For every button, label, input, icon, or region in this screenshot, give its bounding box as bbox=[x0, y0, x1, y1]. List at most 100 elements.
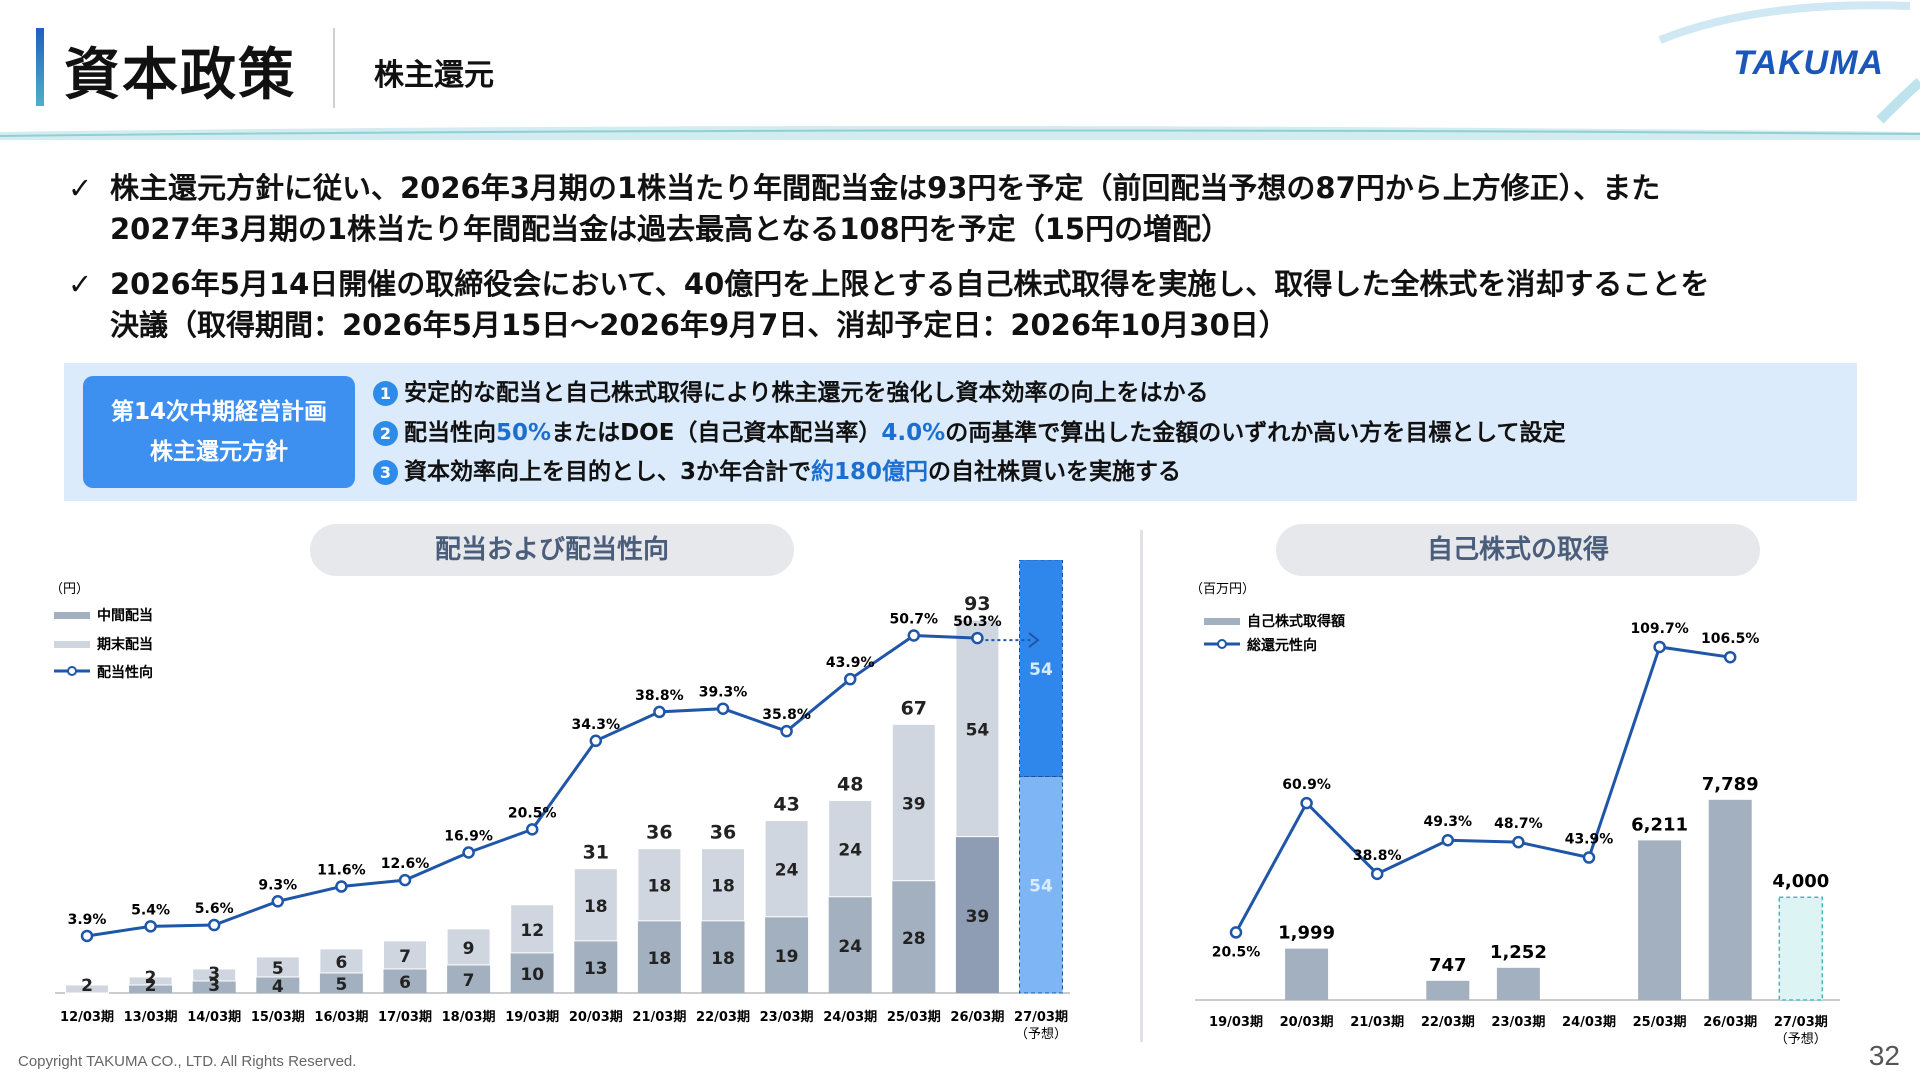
bar-yearend bbox=[828, 800, 873, 898]
policy-item-1: 1 安定的な配当と自己株式取得により株主還元を強化し資本効率の向上をはかる bbox=[373, 378, 1209, 408]
x-tick-label: 15/03期 bbox=[251, 1010, 305, 1025]
payout-ratio-point bbox=[335, 880, 348, 893]
total-return-ratio-point bbox=[1229, 926, 1243, 939]
data-label-yearend: 2 bbox=[145, 968, 157, 988]
x-tick-label: 21/03期 bbox=[632, 1010, 686, 1025]
payout-ratio-point bbox=[780, 724, 793, 738]
bullet-2: ✓ 2026年5月14日開催の取締役会において、40億円を上限とする自己株式取得… bbox=[68, 264, 1858, 346]
data-label-interim: 18 bbox=[711, 949, 735, 969]
arrow-right-icon bbox=[1028, 632, 1040, 648]
forecast-note: （予想） bbox=[1015, 1026, 1067, 1042]
payout-ratio-point bbox=[589, 734, 603, 748]
x-tick-label: 13/03期 bbox=[124, 1010, 178, 1025]
legend-label-payout: 配当性向 bbox=[97, 664, 153, 681]
payout-ratio-point bbox=[653, 705, 666, 719]
payout-ratio-label: 35.8% bbox=[762, 707, 811, 723]
total-return-ratio-point bbox=[1582, 851, 1596, 864]
legend-label-amount: 自己株式取得額 bbox=[1247, 613, 1345, 630]
unit-label: （円） bbox=[50, 582, 89, 597]
data-label-total: 48 bbox=[837, 774, 863, 796]
policy-item-3: 3 資本効率向上を目的とし、3か年合計で 約180億円 の自社株買いを実施する bbox=[373, 457, 1181, 487]
data-label-total: 36 bbox=[710, 822, 736, 844]
policy-panel bbox=[64, 363, 1857, 501]
payout-ratio-point bbox=[971, 631, 984, 645]
payout-ratio-label: 20.5% bbox=[508, 805, 557, 821]
x-tick-label: 26/03期 bbox=[1703, 1015, 1757, 1030]
data-label-interim: 4 bbox=[272, 977, 284, 997]
unit-label: （百万円） bbox=[1190, 582, 1255, 597]
bar-yearend bbox=[573, 868, 618, 942]
policy-item-2-text-a: 配当性向 bbox=[404, 420, 496, 446]
total-return-ratio-label: 60.9% bbox=[1282, 777, 1331, 793]
bar-interim bbox=[1019, 775, 1063, 994]
data-label-total: 36 bbox=[646, 822, 672, 844]
data-label-interim: 6 bbox=[399, 973, 411, 993]
total-return-ratio-label: 49.3% bbox=[1424, 814, 1473, 830]
legend-swatch-amount bbox=[1204, 618, 1240, 625]
payout-ratio-label: 39.3% bbox=[699, 685, 748, 701]
bar-interim bbox=[955, 836, 999, 993]
title-accent-bar bbox=[36, 28, 44, 106]
bar-buyback-amount bbox=[1285, 948, 1329, 1000]
data-label-amount: 747 bbox=[1429, 955, 1467, 976]
dividend-chart-title: 配当および配当性向 bbox=[310, 524, 794, 576]
total-return-ratio-label: 43.9% bbox=[1565, 832, 1614, 848]
bar-yearend bbox=[65, 984, 109, 994]
x-tick-label: 24/03期 bbox=[1562, 1015, 1616, 1030]
data-label-yearend: 18 bbox=[711, 877, 735, 897]
policy-item-2-text-b: またはDOE（自己資本配当率） bbox=[551, 420, 882, 446]
legend-swatch-yearend bbox=[54, 641, 90, 648]
bar-interim bbox=[192, 980, 236, 993]
data-label-interim: 3 bbox=[208, 976, 220, 996]
data-label-total: 93 bbox=[964, 593, 990, 615]
x-tick-label: 25/03期 bbox=[887, 1010, 941, 1025]
data-label-amount: 1,999 bbox=[1278, 923, 1335, 944]
x-tick-label: 12/03期 bbox=[60, 1010, 114, 1025]
bar-yearend bbox=[1019, 560, 1063, 777]
bullet-1: ✓ 株主還元方針に従い、2026年3月期の1株当たり年間配当金は93円を予定（前… bbox=[68, 168, 1858, 250]
total-return-ratio-point bbox=[1723, 650, 1737, 664]
bullet-1-line-2: 2027年3月期の1株当たり年間配当金は過去最高となる108円を予定（15円の増… bbox=[110, 212, 1231, 246]
bar-interim bbox=[828, 896, 872, 993]
policy-badge-line-1: 第14次中期経営計画 bbox=[110, 399, 327, 425]
total-return-ratio-point bbox=[1653, 640, 1666, 654]
data-label-yearend: 2 bbox=[81, 976, 93, 996]
policy-item-2-highlight-2: 4.0% bbox=[881, 420, 946, 446]
x-tick-label: 27/03期 bbox=[1014, 1010, 1068, 1025]
number-badge-icon: 1 bbox=[373, 380, 398, 406]
total-return-ratio-point bbox=[1300, 796, 1313, 810]
payout-ratio-label: 16.9% bbox=[444, 829, 493, 845]
payout-ratio-point bbox=[462, 846, 475, 859]
data-label-interim: 24 bbox=[838, 937, 862, 957]
data-label-yearend: 7 bbox=[399, 947, 411, 967]
policy-badge-line-2: 株主還元方針 bbox=[150, 439, 288, 465]
payout-ratio-label: 11.6% bbox=[317, 863, 366, 879]
bar-interim bbox=[701, 920, 745, 993]
data-label-interim: 13 bbox=[584, 959, 608, 979]
legend-label-interim: 中間配当 bbox=[97, 607, 153, 624]
data-label-amount: 4,000 bbox=[1772, 871, 1829, 892]
bar-interim bbox=[256, 976, 300, 993]
data-label-interim: 18 bbox=[648, 949, 672, 969]
x-tick-label: 24/03期 bbox=[823, 1010, 877, 1025]
x-tick-label: 14/03期 bbox=[187, 1010, 241, 1025]
data-label-yearend: 12 bbox=[520, 921, 544, 941]
x-tick-label: 25/03期 bbox=[1633, 1015, 1687, 1030]
legend-swatch-interim bbox=[54, 612, 90, 619]
data-label-interim: 7 bbox=[463, 971, 475, 991]
x-tick-label: 20/03期 bbox=[1280, 1015, 1334, 1030]
bar-yearend bbox=[319, 948, 364, 974]
number-badge-icon: 3 bbox=[373, 459, 398, 485]
data-label-yearend: 54 bbox=[966, 720, 990, 740]
x-tick-label: 19/03期 bbox=[1209, 1015, 1263, 1030]
payout-ratio-point bbox=[80, 929, 94, 943]
payout-ratio-label: 9.3% bbox=[258, 877, 297, 893]
x-tick-label: 17/03期 bbox=[378, 1010, 432, 1025]
page-subtitle: 株主還元 bbox=[374, 58, 494, 93]
payout-ratio-label: 5.6% bbox=[195, 901, 234, 917]
payout-ratio-point bbox=[907, 629, 921, 642]
payout-ratio-point bbox=[207, 918, 221, 932]
buyback-chart-title: 自己株式の取得 bbox=[1276, 524, 1760, 576]
x-tick-label: 18/03期 bbox=[442, 1010, 496, 1025]
policy-item-2-text-c: の両基準で算出した金額のいずれか高い方を目標として設定 bbox=[945, 420, 1566, 446]
